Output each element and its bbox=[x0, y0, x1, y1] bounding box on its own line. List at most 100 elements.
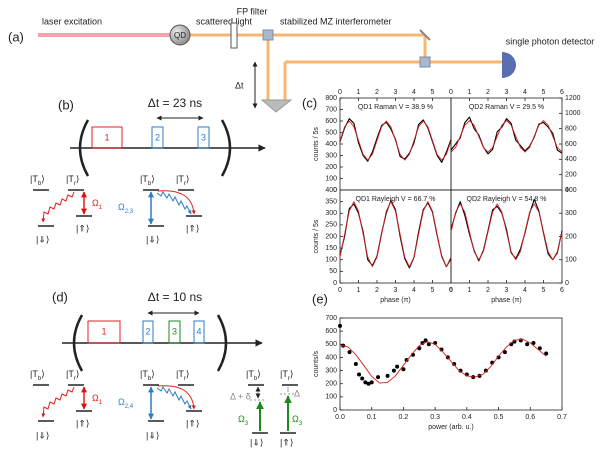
x-tick-label: 5 bbox=[542, 287, 546, 294]
laser-label: laser excitation bbox=[42, 16, 102, 26]
ket: |⇓⟩ bbox=[146, 234, 159, 244]
y-tick-label: 800 bbox=[565, 126, 577, 133]
fp-filter bbox=[230, 22, 238, 49]
ket: |⇑⟩ bbox=[280, 437, 293, 447]
rabi-label: Ω3 bbox=[292, 414, 303, 426]
y-tick-label: 200 bbox=[325, 164, 337, 171]
data-point bbox=[502, 350, 507, 355]
delay-label: Δt = 10 ns bbox=[148, 290, 202, 304]
panel-label: (d) bbox=[52, 289, 68, 304]
y-tick-label: 150 bbox=[325, 245, 337, 252]
data-point bbox=[366, 381, 371, 386]
x-axis-label: power (arb. u.) bbox=[428, 424, 474, 431]
rabi-label: Ω2,4 bbox=[118, 397, 134, 409]
ket: |⇓⟩ bbox=[36, 430, 49, 440]
ket: |⇑⟩ bbox=[76, 418, 89, 428]
y-tick-label: 200 bbox=[325, 381, 337, 388]
data-point bbox=[338, 323, 342, 328]
ket: |Tr⟩ bbox=[280, 369, 293, 381]
ket: |Tr⟩ bbox=[66, 369, 79, 381]
emission bbox=[156, 191, 192, 215]
data-point bbox=[483, 368, 488, 373]
x-tick-label: 0 bbox=[449, 287, 453, 294]
qd-label: QD bbox=[174, 31, 186, 40]
y-tick-label: 400 bbox=[325, 187, 337, 194]
detector-label: single photon detector bbox=[506, 36, 595, 46]
data-point bbox=[458, 368, 463, 373]
y-axis-label: counts / 5s bbox=[313, 127, 320, 161]
x-tick-label: 1 bbox=[357, 287, 361, 294]
ket: |⇓⟩ bbox=[146, 430, 159, 440]
pulse-label: 2 bbox=[155, 132, 160, 142]
data-point bbox=[347, 350, 352, 355]
detuning-label: Δ + δ bbox=[230, 391, 251, 401]
coherence bbox=[157, 190, 196, 215]
y-tick-label: 400 bbox=[325, 354, 337, 361]
x-axis-label: phase (π) bbox=[380, 297, 411, 304]
plot-frame bbox=[339, 97, 452, 191]
data-point bbox=[439, 347, 444, 352]
y-tick-label: 400 bbox=[325, 141, 337, 148]
x-tick-label: 0 bbox=[338, 89, 342, 96]
x-tick-label: 6 bbox=[560, 89, 564, 96]
data-point bbox=[401, 367, 406, 372]
rabi-label: Ω1 bbox=[92, 198, 103, 210]
y-tick-label: 700 bbox=[325, 315, 337, 322]
panel-a: (a) laser excitation QD scattered light … bbox=[8, 6, 595, 113]
y-tick-label: 1200 bbox=[565, 95, 581, 102]
data-point bbox=[426, 342, 431, 347]
detector bbox=[502, 52, 516, 78]
x-tick-label: 0.3 bbox=[430, 414, 440, 421]
annotation: QD1 Rayleigh V = 66.7 % bbox=[356, 196, 436, 203]
x-tick-label: 2 bbox=[375, 89, 379, 96]
x-tick-label: 6 bbox=[560, 287, 564, 294]
data-point bbox=[391, 368, 396, 373]
data-point bbox=[385, 373, 390, 378]
ket: |⇑⟩ bbox=[186, 418, 199, 428]
ket: |⇓⟩ bbox=[250, 437, 263, 447]
pulse bbox=[151, 126, 164, 149]
x-tick-label: 5 bbox=[431, 89, 435, 96]
x-tick-label: 0 bbox=[338, 287, 342, 294]
pulse bbox=[168, 320, 181, 344]
data-point bbox=[496, 355, 501, 360]
x-tick-label: 3 bbox=[394, 287, 398, 294]
y-tick-label: 200 bbox=[565, 233, 577, 240]
y-tick-label: 500 bbox=[325, 129, 337, 136]
data-point bbox=[531, 340, 536, 345]
data-point bbox=[363, 380, 368, 385]
ket: |Tb⟩ bbox=[30, 174, 45, 186]
ket: |Tb⟩ bbox=[140, 174, 155, 186]
fit-line bbox=[339, 338, 547, 384]
x-tick-label: 0.4 bbox=[462, 414, 472, 421]
y-tick-label: 800 bbox=[325, 95, 337, 102]
x-tick-label: 4 bbox=[412, 287, 416, 294]
ket: |Tb⟩ bbox=[140, 369, 155, 381]
pulse-label: 2 bbox=[145, 326, 150, 336]
x-tick-label: 4 bbox=[523, 287, 527, 294]
y-tick-label: 350 bbox=[325, 198, 337, 205]
panel-label: (e) bbox=[312, 291, 328, 306]
y-tick-label: 100 bbox=[325, 394, 337, 401]
delay-label: Δt bbox=[235, 80, 244, 90]
mirror bbox=[419, 29, 431, 41]
rabi-label: Ω2,3 bbox=[118, 202, 134, 214]
emission bbox=[41, 386, 75, 418]
pulse-label: 1 bbox=[104, 132, 109, 142]
x-tick-label: 0.0 bbox=[335, 414, 345, 421]
plot-frame bbox=[450, 97, 563, 191]
detuning-label: Δ bbox=[294, 388, 300, 398]
plot-frame bbox=[450, 189, 563, 284]
x-tick-label: 2 bbox=[375, 287, 379, 294]
data-point bbox=[353, 362, 358, 366]
data-point bbox=[395, 364, 400, 369]
data-point bbox=[537, 346, 542, 351]
pulse bbox=[91, 126, 123, 149]
fit-line bbox=[450, 203, 563, 261]
data-point bbox=[360, 376, 365, 381]
y-tick-label: 300 bbox=[325, 210, 337, 217]
panel-label: (b) bbox=[58, 97, 74, 112]
y-tick-label: 300 bbox=[325, 367, 337, 374]
y-tick-label: 100 bbox=[565, 257, 577, 264]
pulse-label: 1 bbox=[101, 326, 106, 336]
